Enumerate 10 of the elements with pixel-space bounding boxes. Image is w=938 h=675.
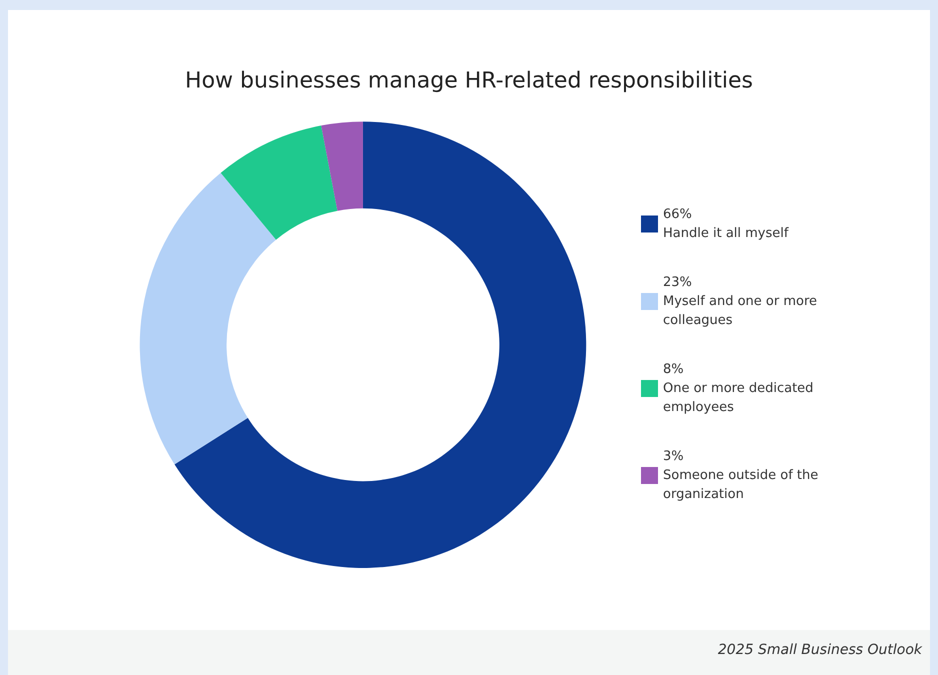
legend-label: One or more dedicated employees [663,381,818,415]
data-label: 3% [663,449,684,464]
legend-label: Myself and one or more colleagues [663,294,822,328]
slice-label: Handle it all myself [663,226,789,241]
data-label: 66% [663,207,692,222]
chart-title: How businesses manage HR-related responsibilities [185,68,753,94]
data-label: 8% [663,362,684,377]
text: 2025 Small Business Outlook [718,642,922,658]
data-label: 23% [663,275,692,290]
legend-label: Someone outside of the organization [663,468,822,502]
